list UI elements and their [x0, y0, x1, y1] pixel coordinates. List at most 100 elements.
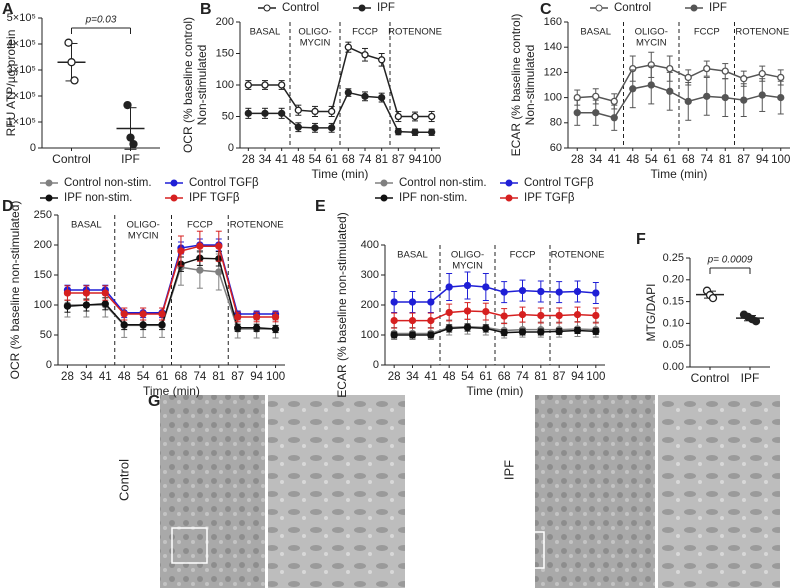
- point: [500, 328, 508, 337]
- point: [234, 324, 242, 332]
- panel-letter: B: [200, 1, 212, 18]
- point: [64, 38, 73, 47]
- point: [445, 308, 453, 317]
- point: [278, 109, 286, 117]
- x-tick-label: 74: [193, 371, 206, 383]
- y-tick-label: 200: [361, 299, 379, 311]
- x-tick-label: 48: [292, 154, 305, 166]
- y-tick-label: 0.25: [663, 252, 684, 264]
- p-value: p=0.03: [85, 15, 117, 26]
- point: [537, 287, 545, 296]
- x-tick-label: 81: [375, 154, 388, 166]
- legend-label: Control non-stim.: [64, 177, 152, 189]
- y-tick-label: 150: [34, 269, 52, 281]
- point: [537, 311, 545, 320]
- point: [428, 128, 436, 136]
- point: [158, 310, 166, 318]
- point: [244, 81, 252, 89]
- legend-label: IPF: [709, 2, 727, 14]
- point: [610, 97, 618, 106]
- point: [408, 298, 417, 306]
- x-tick-label: 54: [309, 154, 322, 166]
- x-tick-label: 100: [422, 154, 441, 166]
- point: [378, 56, 386, 64]
- legend-marker: [45, 179, 53, 187]
- point: [518, 286, 527, 295]
- em-image: [160, 395, 265, 588]
- phase-label: ROTENONE: [230, 220, 284, 231]
- y-tick-label: 3×10⁵: [7, 64, 36, 76]
- x-tick-label: 28: [61, 371, 74, 383]
- point: [394, 112, 402, 121]
- legend-marker: [358, 4, 366, 12]
- phase-label: MYCIN: [636, 38, 667, 49]
- point: [252, 313, 261, 321]
- y-tick-label: 0: [46, 359, 52, 371]
- x-tick-label: 34: [406, 371, 419, 383]
- legend-label: IPF non-stim.: [64, 192, 132, 204]
- x-tick-label: 34: [259, 154, 272, 166]
- point: [573, 287, 582, 296]
- point: [123, 100, 132, 110]
- point: [427, 298, 435, 306]
- phase-label: OLIGO-: [126, 220, 159, 231]
- point: [215, 268, 223, 276]
- y-tick-label: 0: [228, 142, 234, 154]
- point: [666, 87, 674, 95]
- y-tick-label: 60: [550, 142, 562, 154]
- y-tick-label: 2×10⁵: [7, 90, 36, 102]
- point: [67, 58, 76, 67]
- point: [411, 128, 419, 136]
- point: [271, 325, 280, 333]
- point: [311, 124, 319, 132]
- point: [758, 70, 766, 78]
- x-tick-label: 48: [118, 371, 131, 383]
- point: [666, 64, 674, 73]
- x-tick-label: Control: [691, 371, 730, 385]
- point: [555, 288, 563, 296]
- point: [196, 242, 204, 250]
- x-tick-label: 54: [645, 154, 658, 166]
- phase-label: ROTENONE: [551, 250, 605, 261]
- phase-label: BASAL: [71, 220, 102, 231]
- x-axis-label: Time (min): [143, 384, 200, 398]
- x-tick-label: 68: [682, 154, 695, 166]
- point: [463, 307, 472, 315]
- point: [500, 288, 508, 296]
- point: [82, 289, 91, 297]
- point: [252, 324, 261, 332]
- point: [328, 124, 336, 132]
- point: [427, 331, 435, 339]
- x-tick-label: 100: [771, 154, 790, 166]
- point: [271, 313, 280, 321]
- y-tick-label: 0.15: [663, 296, 684, 308]
- row-label: IPF: [501, 460, 516, 480]
- point: [758, 91, 766, 99]
- y-tick-label: 0.20: [663, 274, 684, 286]
- point: [244, 109, 252, 117]
- point: [101, 300, 109, 308]
- y-tick-label: 50: [222, 110, 234, 122]
- point: [592, 327, 600, 336]
- point: [629, 85, 637, 93]
- legend-label: Control: [614, 2, 651, 14]
- y-tick-label: 100: [544, 92, 562, 104]
- point: [537, 328, 545, 336]
- x-tick-label: 81: [719, 154, 732, 166]
- x-tick-label: 94: [409, 154, 422, 166]
- x-tick-label: 87: [737, 154, 750, 166]
- point: [311, 107, 319, 116]
- point: [573, 326, 582, 335]
- inset-box: [507, 531, 545, 569]
- panel-letter: E: [315, 198, 326, 215]
- p-value: p= 0.0009: [707, 255, 753, 266]
- point: [378, 93, 386, 102]
- point: [721, 67, 729, 75]
- x-tick-label: 28: [388, 371, 401, 383]
- x-tick-label: 68: [498, 371, 511, 383]
- legend-label: Control TGFβ: [524, 177, 594, 189]
- point: [139, 321, 147, 329]
- point: [573, 109, 581, 117]
- x-tick-label: 100: [586, 371, 605, 383]
